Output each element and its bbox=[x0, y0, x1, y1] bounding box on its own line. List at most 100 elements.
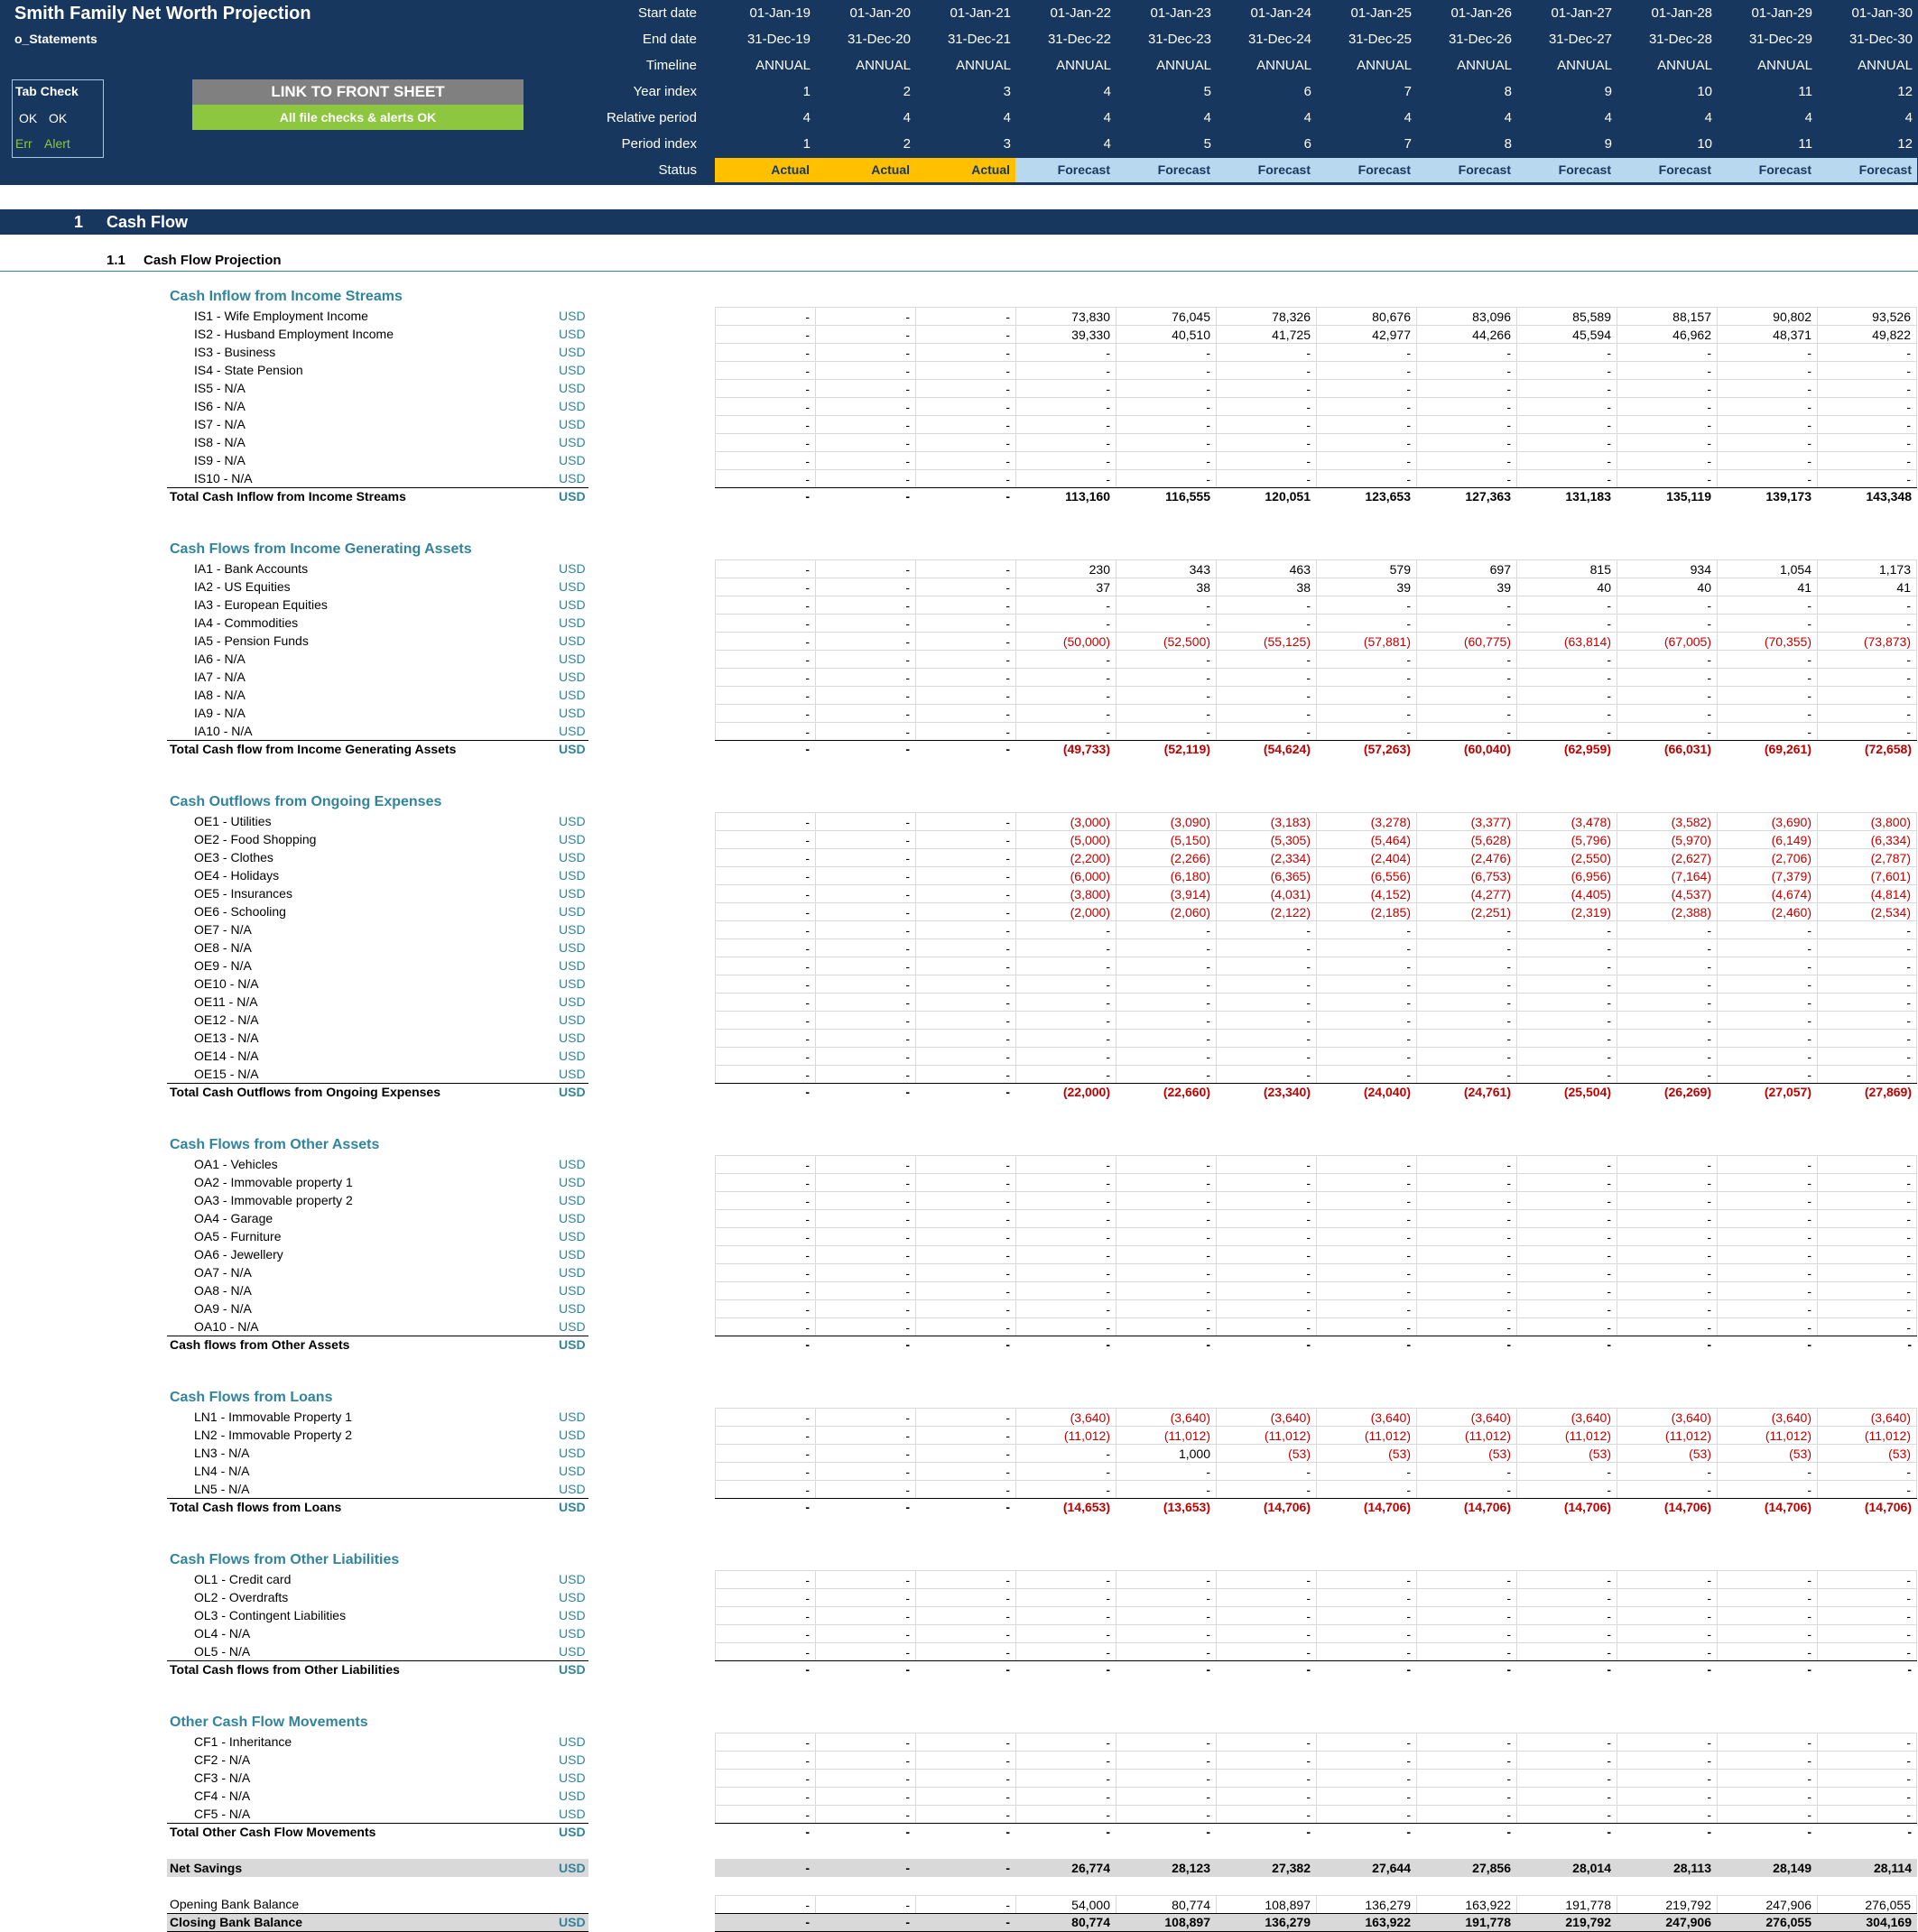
value-cell: - bbox=[805, 1085, 810, 1099]
value-cell: (2,334) bbox=[1216, 848, 1316, 866]
value-cell: - bbox=[1617, 1317, 1717, 1336]
value-cell: - bbox=[1817, 704, 1917, 722]
value-cell: - bbox=[1316, 1751, 1416, 1769]
unit-label: USD bbox=[559, 814, 586, 828]
value-cell: - bbox=[715, 866, 815, 884]
group-title: Cash Flows from Loans bbox=[170, 1390, 333, 1405]
value-cell: - bbox=[1817, 1733, 1917, 1751]
value-cell: - bbox=[1717, 1787, 1817, 1805]
status-forecast-cell: Forecast bbox=[1717, 158, 1817, 182]
unit-label: USD bbox=[559, 435, 586, 449]
header-start-dates-cell: 01-Jan-29 bbox=[1751, 5, 1812, 21]
value-cell: - bbox=[1316, 1570, 1416, 1588]
value-cell: (3,690) bbox=[1717, 812, 1817, 830]
value-cell: - bbox=[1617, 1805, 1717, 1823]
link-to-front-sheet-button[interactable]: LINK TO FRONT SHEET bbox=[192, 79, 524, 105]
value-cell: - bbox=[1005, 1085, 1010, 1099]
status-actual-cell: Actual bbox=[915, 158, 1015, 182]
value-cell: - bbox=[1817, 469, 1917, 487]
header-timeline-cell: ANNUAL bbox=[856, 58, 911, 73]
value-cell: - bbox=[1206, 1825, 1210, 1839]
row-label: IS1 - Wife Employment Income bbox=[194, 309, 368, 323]
row-label: OL1 - Credit card bbox=[194, 1572, 292, 1586]
value-cell: - bbox=[1216, 1281, 1316, 1299]
value-cell: - bbox=[915, 1624, 1015, 1642]
value-cell: - bbox=[815, 812, 915, 830]
value-cell: - bbox=[1416, 596, 1516, 614]
value-cell: - bbox=[1416, 415, 1516, 433]
value-cell: - bbox=[815, 1588, 915, 1606]
value-cell: - bbox=[1807, 1662, 1811, 1677]
value-cell: - bbox=[1216, 1173, 1316, 1191]
value-cell: - bbox=[815, 1047, 915, 1065]
value-cell: (14,706) bbox=[1463, 1500, 1511, 1514]
unit-label: USD bbox=[559, 1807, 586, 1821]
header-end-dates-cell: 31-Dec-30 bbox=[1849, 32, 1913, 47]
value-cell: - bbox=[1717, 1642, 1817, 1660]
value-cell: - bbox=[915, 704, 1015, 722]
value-cell: 219,792 bbox=[1617, 1895, 1717, 1913]
value-cell: (50,000) bbox=[1015, 632, 1116, 650]
value-cell: - bbox=[1216, 1191, 1316, 1209]
value-cell: - bbox=[815, 596, 915, 614]
header-period-index-cell: 1 bbox=[802, 136, 811, 152]
value-cell: - bbox=[1116, 1606, 1216, 1624]
value-cell: - bbox=[1316, 975, 1416, 993]
row-label: IA2 - US Equities bbox=[194, 579, 291, 594]
value-cell: - bbox=[1216, 686, 1316, 704]
value-cell: - bbox=[1817, 361, 1917, 379]
group-title: Other Cash Flow Movements bbox=[170, 1715, 368, 1730]
value-cell: - bbox=[915, 1606, 1015, 1624]
header-relative-period-cell: 4 bbox=[1604, 110, 1612, 125]
value-cell: - bbox=[1416, 1624, 1516, 1642]
value-cell: 83,096 bbox=[1416, 307, 1516, 325]
value-cell: - bbox=[1216, 938, 1316, 957]
header-timeline-cell: ANNUAL bbox=[755, 58, 811, 73]
value-cell: - bbox=[1717, 975, 1817, 993]
value-cell: - bbox=[915, 1263, 1015, 1281]
value-cell: - bbox=[1717, 686, 1817, 704]
header-year-index-cell: 12 bbox=[1897, 84, 1913, 99]
net-savings-label: Net Savings bbox=[170, 1861, 243, 1875]
header-timeline-cell: ANNUAL bbox=[1357, 58, 1412, 73]
value-cell: - bbox=[1316, 379, 1416, 397]
value-cell: - bbox=[1817, 1191, 1917, 1209]
value-cell: (11,012) bbox=[1717, 1426, 1817, 1444]
value-cell: - bbox=[915, 884, 1015, 902]
value-cell: - bbox=[915, 632, 1015, 650]
row-label: LN4 - N/A bbox=[194, 1464, 250, 1478]
value-cell: 108,897 bbox=[1164, 1915, 1210, 1929]
value-cell: 39 bbox=[1416, 578, 1516, 596]
value-cell: - bbox=[915, 1426, 1015, 1444]
unit-label: USD bbox=[559, 1301, 586, 1316]
value-cell: - bbox=[1216, 975, 1316, 993]
value-cell: - bbox=[1516, 1570, 1617, 1588]
value-cell: - bbox=[1416, 1245, 1516, 1263]
unit-label: USD bbox=[559, 417, 586, 431]
value-cell: (4,277) bbox=[1416, 884, 1516, 902]
value-cell: - bbox=[915, 1570, 1015, 1588]
value-cell: (2,185) bbox=[1316, 902, 1416, 920]
value-cell: - bbox=[1617, 1011, 1717, 1029]
value-cell: - bbox=[715, 1733, 815, 1751]
value-cell: - bbox=[1015, 1642, 1116, 1660]
status-forecast-cell: Forecast bbox=[1516, 158, 1617, 182]
value-cell: - bbox=[905, 1085, 910, 1099]
value-cell: 46,962 bbox=[1617, 325, 1717, 343]
value-cell: - bbox=[1116, 1624, 1216, 1642]
header-end-dates-cell: 31-Dec-23 bbox=[1147, 32, 1211, 47]
value-cell: - bbox=[715, 902, 815, 920]
value-cell: 93,526 bbox=[1817, 307, 1917, 325]
value-cell: - bbox=[815, 848, 915, 866]
value-cell: - bbox=[1116, 1480, 1216, 1498]
value-cell: (2,476) bbox=[1416, 848, 1516, 866]
value-cell: - bbox=[1216, 1769, 1316, 1787]
value-cell: - bbox=[1607, 1337, 1611, 1352]
value-cell: - bbox=[1216, 1155, 1316, 1173]
row-label: OE10 - N/A bbox=[194, 976, 259, 991]
value-cell: 343 bbox=[1116, 559, 1216, 578]
value-cell: - bbox=[1617, 975, 1717, 993]
value-cell: - bbox=[1015, 1751, 1116, 1769]
unit-label: USD bbox=[559, 670, 586, 684]
value-cell: - bbox=[1015, 1245, 1116, 1263]
